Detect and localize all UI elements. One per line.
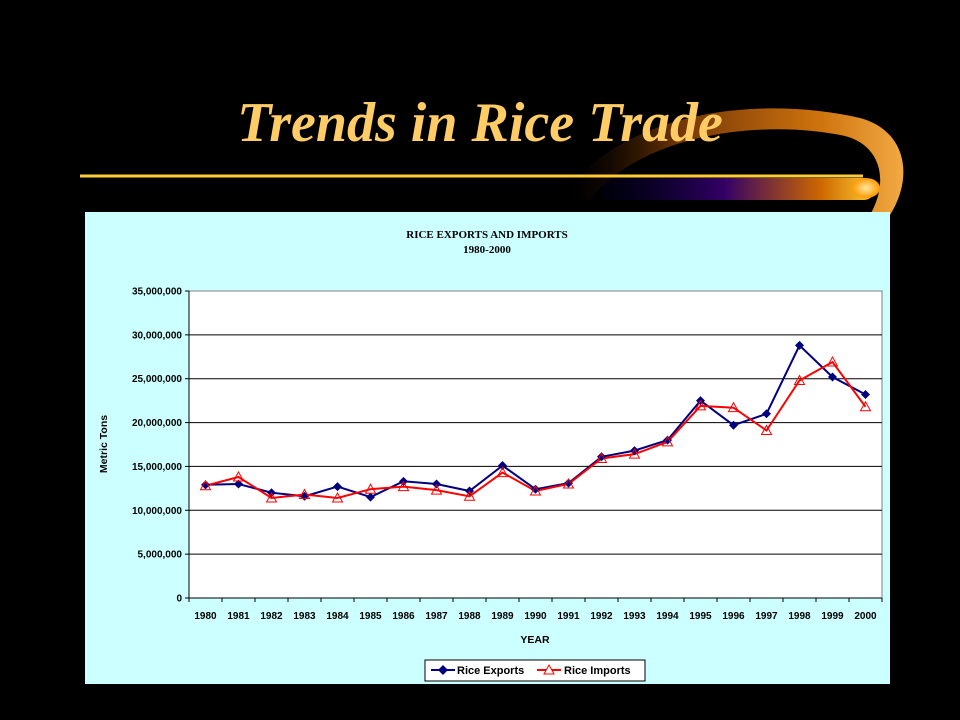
x-tick-label: 1992 — [590, 611, 613, 622]
legend-label-imports: Rice Imports — [564, 665, 631, 677]
x-tick-label: 1983 — [293, 611, 316, 622]
chart-panel: RICE EXPORTS AND IMPORTS 1980-2000 0 5,00… — [85, 212, 890, 684]
data-point-imports — [298, 488, 311, 499]
data-point-exports — [531, 484, 540, 494]
data-point-imports — [331, 491, 344, 503]
data-point-imports — [859, 400, 872, 412]
data-point-imports — [463, 490, 476, 501]
y-tick-labels: 0 5,000,000 10,000,000 15,000,000 20,000,000… — [132, 287, 183, 605]
x-tick-label: 1997 — [755, 611, 778, 622]
data-point-imports — [265, 491, 278, 503]
data-point-exports — [861, 390, 870, 400]
data-point-imports — [430, 484, 443, 495]
x-tick-label: 1991 — [557, 611, 580, 622]
data-point-imports — [397, 480, 410, 492]
data-point-exports — [201, 480, 210, 490]
y-tick-label: 20,000,000 — [132, 418, 182, 429]
data-point-imports — [760, 424, 773, 435]
data-point-imports — [628, 448, 641, 459]
x-tick-label: 1987 — [425, 611, 448, 622]
y-axis-label: Metric Tons — [98, 415, 110, 473]
x-tick-label: 1993 — [623, 611, 646, 622]
y-tick-label: 30,000,000 — [132, 330, 182, 341]
data-point-imports — [826, 356, 839, 367]
plot-area — [188, 290, 883, 599]
data-point-imports — [364, 483, 377, 494]
data-point-imports — [529, 484, 542, 496]
swoosh-band — [600, 178, 875, 200]
data-point-exports — [234, 479, 243, 489]
y-tick-label: 0 — [176, 594, 182, 605]
data-point-exports — [630, 446, 639, 456]
x-tick-label: 1999 — [821, 611, 844, 622]
y-tick-label: 15,000,000 — [132, 462, 182, 473]
slide-title: Trends in Rice Trade — [237, 92, 723, 154]
title-decoration — [80, 108, 904, 215]
swoosh-glow — [852, 178, 880, 198]
data-point-imports — [661, 435, 674, 447]
data-point-exports — [729, 420, 738, 430]
x-axis-label: YEAR — [520, 634, 550, 646]
y-tick-label: 10,000,000 — [132, 506, 182, 517]
x-tick-label: 1986 — [392, 611, 415, 622]
data-point-imports — [793, 374, 806, 385]
x-tick-label: 2000 — [854, 611, 877, 622]
x-tick-label: 1984 — [326, 611, 349, 622]
swoosh-arc — [560, 108, 904, 215]
line-chart: RICE EXPORTS AND IMPORTS 1980-2000 0 5,00… — [98, 229, 883, 682]
data-point-exports — [333, 482, 342, 492]
data-point-imports — [232, 470, 245, 482]
data-point-exports — [564, 478, 573, 488]
data-point-imports — [562, 477, 575, 489]
x-tick-label: 1998 — [788, 611, 811, 622]
legend-label-exports: Rice Exports — [457, 665, 524, 677]
data-point-exports — [597, 452, 606, 462]
legend: Rice Exports Rice Imports — [424, 659, 646, 682]
x-tick-label: 1989 — [491, 611, 514, 622]
x-tick-label: 1996 — [722, 611, 745, 622]
data-point-exports — [762, 409, 771, 419]
data-point-exports — [663, 435, 672, 445]
x-tick-label: 1981 — [227, 611, 250, 622]
chart-title: RICE EXPORTS AND IMPORTS — [406, 229, 568, 241]
data-point-imports — [694, 399, 707, 411]
y-tick-label: 25,000,000 — [132, 374, 182, 385]
data-point-exports — [498, 461, 507, 471]
x-tick-label: 1995 — [689, 611, 712, 622]
legend-box — [424, 659, 646, 682]
data-point-imports — [595, 452, 608, 464]
legend-marker-exports — [438, 665, 448, 675]
x-tick-labels: 1980 1981 1982 1983 1984 1985 1986 1987 1988 1989… — [194, 611, 877, 622]
data-point-exports — [432, 479, 441, 489]
series-markers — [199, 340, 872, 503]
data-point-exports — [366, 492, 375, 502]
gridlines — [185, 290, 883, 602]
x-tick-label: 1990 — [524, 611, 547, 622]
x-tick-label: 1994 — [656, 611, 679, 622]
x-tick-label: 1980 — [194, 611, 217, 622]
data-point-imports — [727, 401, 740, 413]
x-tick-label: 1982 — [260, 611, 283, 622]
x-tick-label: 1988 — [458, 611, 481, 622]
data-point-exports — [795, 340, 804, 350]
data-point-imports — [496, 466, 509, 478]
data-point-imports — [199, 479, 212, 491]
chart-subtitle: 1980-2000 — [463, 244, 511, 256]
y-tick-label: 5,000,000 — [138, 550, 183, 561]
data-point-exports — [828, 372, 837, 382]
y-tick-label: 35,000,000 — [132, 287, 182, 298]
x-tick-label: 1985 — [359, 611, 382, 622]
legend-marker-imports — [543, 663, 555, 675]
